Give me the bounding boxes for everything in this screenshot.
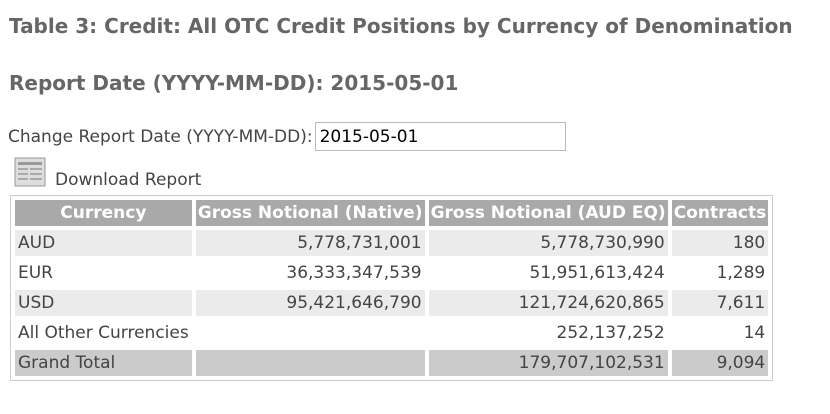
row-label: EUR [18,263,53,283]
cell: 36,333,347,539 [286,263,422,283]
download-link[interactable]: Download Report [55,170,202,190]
table-row: All Other Currencies 252,137,252 14 [15,320,768,346]
cell: 121,724,620,865 [428,290,668,316]
header-row: Currency Gross Notional (Native) Gross Not… [15,200,769,226]
date-label: Change Report Date (YYYY-MM-DD): [8,126,313,147]
row-label: USD [15,290,192,316]
table-row: AUD 5,778,731,001 5,778,730,990 180 [15,230,769,256]
table-row: EUR 36,333,347,539 51,951,613,424 1,289 [15,260,768,286]
cell: 9,094 [671,350,769,376]
cell: 51,951,613,424 [529,263,665,283]
cell [195,350,425,376]
cell: 179,707,102,531 [428,350,668,376]
data-table: Currency Gross Notional (Native) Gross Not… [10,195,774,381]
cell: 7,611 [671,290,769,316]
table-row: Grand Total 179,707,102,531 9,094 [15,350,769,376]
cell: 1,289 [716,263,766,283]
row-label: Grand Total [15,350,192,376]
cell: 5,778,730,990 [428,230,668,256]
cell: 14 [743,323,766,343]
column-header: Gross Notional (Native) [195,200,425,226]
table-row: USD 95,421,646,790 121,724,620,865 7,611 [15,290,769,316]
date-input[interactable] [314,122,566,151]
column-header: Currency [15,200,192,226]
row-label: All Other Currencies [18,323,189,343]
cell: 5,778,731,001 [195,230,425,256]
date-form: Change Report Date (YYYY-MM-DD): [8,122,566,151]
row-label: AUD [15,230,192,256]
cell: 252,137,252 [556,323,665,343]
download-icon[interactable] [14,157,46,187]
cell [196,320,425,346]
column-header: Contracts [671,200,769,226]
cell: 95,421,646,790 [195,290,425,316]
title: Table 3: Credit: All OTC Credit Position… [9,14,793,38]
cell: 180 [671,230,769,256]
column-header: Gross Notional (AUD EQ) [428,200,668,226]
report-date: Report Date (YYYY-MM-DD): 2015-05-01 [9,71,459,95]
